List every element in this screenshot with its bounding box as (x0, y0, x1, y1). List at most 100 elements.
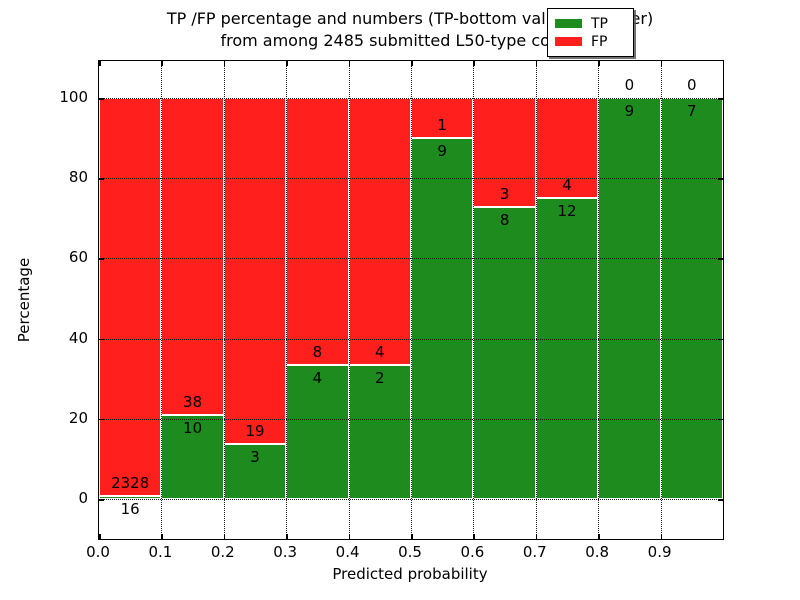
x-tick-label: 0.2 (210, 543, 235, 561)
x-tick-mark-top (99, 61, 101, 66)
y-tick-label: 80 (68, 168, 88, 187)
x-tick-label: 0.8 (585, 543, 610, 561)
bar-segment-fp (161, 98, 224, 416)
x-tick-mark-top (286, 61, 288, 66)
bar-segment-tp (598, 98, 661, 499)
x-tick-mark-top (161, 61, 163, 66)
x-gridline (598, 61, 600, 539)
x-tick-label: 0.4 (335, 543, 360, 561)
x-tick-mark (535, 534, 538, 539)
x-gridline (223, 61, 225, 539)
x-tick-mark (161, 534, 163, 539)
y-tick-label: 100 (59, 88, 88, 106)
bar-segment-fp (411, 98, 474, 139)
x-tick-mark (598, 534, 600, 539)
tp-count-label: 16 (120, 500, 140, 519)
bar-segment-tp (348, 365, 411, 499)
x-gridline (660, 61, 662, 539)
x-tick-label: 0.6 (460, 543, 485, 561)
x-gridline (348, 61, 350, 539)
legend: TP FP (547, 8, 634, 57)
x-tick-mark (660, 534, 663, 539)
x-tick-mark-top (535, 61, 538, 66)
y-gridline (99, 258, 723, 260)
tp-count-label: 9 (437, 142, 447, 161)
y-tick-mark-right (718, 98, 723, 100)
chart-title-line2: from among 2485 submitted L50-type conta… (220, 31, 600, 50)
x-tick-label: 0.5 (398, 543, 422, 561)
legend-row-fp: FP (555, 33, 625, 50)
x-tick-mark (473, 534, 475, 539)
bar-segment-tp (473, 207, 536, 499)
bar-segment-tp (286, 365, 349, 499)
bar-segment-fp (223, 98, 287, 445)
x-tick-mark (223, 534, 226, 539)
chart-title-line1: TP /FP percentage and numbers (TP-bottom… (166, 9, 654, 28)
x-gridline (411, 61, 412, 539)
y-gridline (99, 98, 723, 99)
y-tick-label: 20 (68, 408, 88, 427)
legend-swatch-tp (555, 19, 582, 28)
x-tick-mark (348, 534, 351, 539)
x-axis-label: Predicted probability (332, 565, 488, 583)
y-gridline (99, 418, 723, 420)
bar-segment-tp (411, 138, 474, 499)
bar-segment-fp (99, 98, 162, 497)
tp-count-label: 9 (624, 102, 635, 120)
legend-swatch-fp (555, 37, 582, 46)
fp-count-label: 0 (624, 76, 635, 94)
x-gridline (473, 61, 475, 539)
bar-segment-fp (535, 98, 599, 199)
x-tick-mark (411, 534, 413, 539)
y-tick-mark (99, 98, 104, 100)
tp-count-label: 8 (499, 211, 510, 230)
legend-label-fp: FP (591, 33, 608, 50)
x-tick-label: 0.7 (522, 543, 547, 561)
x-tick-mark-top (598, 61, 600, 66)
fp-count-label: 38 (183, 393, 203, 412)
fp-count-label: 1 (437, 116, 447, 135)
x-tick-mark (286, 534, 288, 539)
y-tick-mark-right (718, 499, 723, 501)
x-gridline (535, 61, 537, 539)
x-gridline (161, 61, 163, 539)
x-tick-mark-top (473, 61, 475, 66)
y-tick-mark-right (718, 258, 723, 260)
fp-count-label: 4 (375, 343, 385, 362)
tp-count-label: 7 (687, 102, 697, 120)
y-tick-mark-right (718, 338, 723, 341)
bar-segment-tp (99, 496, 162, 499)
x-tick-mark-top (223, 61, 226, 66)
fp-count-label: 8 (312, 343, 323, 362)
fp-count-label: 0 (687, 76, 697, 94)
x-tick-mark-top (411, 61, 413, 66)
tp-count-label: 3 (250, 448, 260, 467)
bar-segment-fp (286, 98, 349, 366)
y-tick-mark (99, 178, 104, 180)
y-tick-mark (99, 338, 104, 341)
legend-label-tp: TP (591, 15, 608, 32)
tp-count-label: 2 (375, 369, 385, 388)
chart-title: TP /FP percentage and numbers (TP-bottom… (98, 8, 722, 52)
y-tick-mark (99, 499, 104, 501)
fp-count-label: 2328 (111, 474, 150, 493)
x-tick-label: 0.1 (148, 543, 173, 561)
x-tick-mark-top (348, 61, 351, 66)
y-tick-mark-right (718, 418, 723, 421)
x-tick-mark-top (660, 61, 663, 66)
bar-segment-fp (473, 98, 536, 208)
fp-count-label: 19 (245, 422, 265, 441)
y-tick-label: 0 (78, 489, 88, 507)
x-tick-label: 0.9 (647, 543, 672, 561)
y-gridline (99, 338, 723, 340)
y-tick-mark (99, 258, 104, 260)
plot-area: 2328 16 38 10 19 3 8 4 4 2 1 9 3 8 4 12 0 9 0 7 (98, 60, 724, 540)
y-gridline (99, 499, 723, 500)
x-tick-label: 0.3 (273, 543, 298, 561)
tp-count-label: 12 (557, 202, 577, 221)
x-tick-mark (99, 534, 101, 539)
y-tick-mark-right (718, 178, 723, 180)
legend-row-tp: TP (555, 15, 625, 32)
y-gridline (99, 178, 723, 180)
